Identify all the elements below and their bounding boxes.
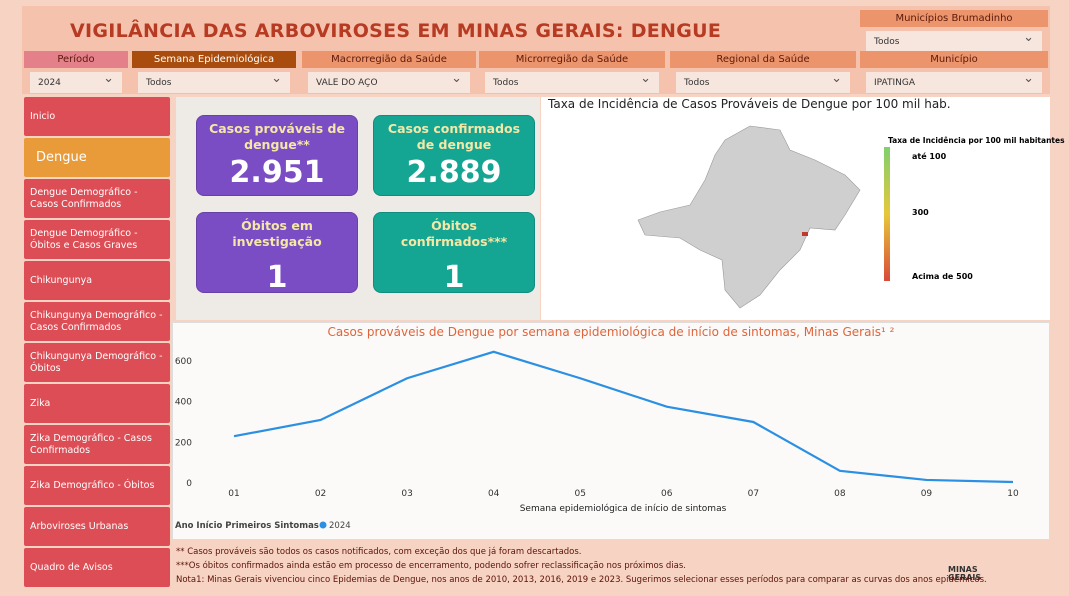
- filter-dropdown[interactable]: Todos: [676, 68, 850, 94]
- legend-label: 300: [912, 208, 929, 217]
- x-tick-label: 04: [488, 489, 500, 499]
- nav-button[interactable]: Dengue Demográfico - Óbitos e Casos Grav…: [24, 220, 170, 259]
- kpi-value: 1: [443, 260, 465, 295]
- legend-gradient: [884, 147, 890, 281]
- filter-label: Municípios Brumadinho: [860, 10, 1048, 27]
- y-tick-label: 400: [175, 398, 192, 408]
- filter-label: Município: [860, 51, 1048, 68]
- kpi-label: Óbitos em investigação: [232, 218, 322, 249]
- filter-label: Período: [24, 51, 128, 68]
- footnote: ***Os óbitos confirmados ainda estão em …: [176, 561, 686, 571]
- nav-button[interactable]: Chikungunya: [24, 261, 170, 300]
- nav-button[interactable]: Zika: [24, 384, 170, 423]
- nav-button[interactable]: Chikungunya Demográfico - Casos Confirma…: [24, 302, 170, 341]
- footnote: Nota1: Minas Gerais vivenciou cinco Epid…: [176, 575, 987, 585]
- legend-label: até 100: [912, 152, 947, 161]
- y-tick-label: 0: [186, 479, 192, 489]
- chart-panel: [172, 322, 1050, 540]
- legend-marker: [319, 521, 327, 529]
- legend-title: Taxa de Incidência por 100 mil habitante…: [888, 136, 1065, 145]
- x-tick-label: 06: [661, 489, 673, 499]
- line-series: [233, 350, 1014, 484]
- filter-dropdown[interactable]: VALE DO AÇO: [308, 68, 470, 94]
- x-tick-label: 07: [748, 489, 759, 499]
- nav-button[interactable]: Chikungunya Demográfico - Óbitos: [24, 343, 170, 382]
- nav-button[interactable]: Arboviroses Urbanas: [24, 507, 170, 546]
- filter-label: Semana Epidemiológica: [132, 51, 296, 68]
- nav-button[interactable]: Dengue Demográfico - Casos Confirmados: [24, 179, 170, 218]
- kpi-value: 2.889: [406, 155, 502, 190]
- nav-button[interactable]: Dengue: [24, 138, 170, 177]
- x-tick-label: 03: [401, 489, 412, 499]
- page-title: VIGILÂNCIA DAS ARBOVIROSES EM MINAS GERA…: [70, 20, 722, 42]
- y-tick-label: 200: [175, 438, 192, 448]
- filter-dropdown[interactable]: Todos: [485, 68, 659, 94]
- y-tick-label: 600: [175, 357, 192, 367]
- kpi-card: Óbitos confirmados*** 1: [373, 212, 535, 295]
- filter-label: Microrregião da Saúde: [479, 51, 665, 68]
- footnote: ** Casos prováveis são todos os casos no…: [176, 547, 582, 557]
- nav-button[interactable]: Inicio: [24, 97, 170, 136]
- kpi-value: 1: [266, 260, 288, 295]
- kpi-card: Óbitos em investigação 1: [196, 212, 358, 295]
- x-tick-label: 08: [834, 489, 846, 499]
- kpi-value: 2.951: [229, 155, 325, 190]
- legend-title: Ano Início Primeiros Sintomas: [175, 521, 319, 531]
- legend-label: Acima de 500: [912, 272, 973, 281]
- nav-button[interactable]: Zika Demográfico - Óbitos: [24, 466, 170, 505]
- filter-dropdown[interactable]: 2024: [30, 68, 122, 94]
- kpi-label: Casos confirmados de dengue: [387, 121, 521, 152]
- filter-dropdown[interactable]: Todos: [866, 27, 1042, 53]
- chart-title: Casos prováveis de Dengue por semana epi…: [328, 325, 895, 339]
- kpi-card: Casos prováveis de dengue** 2.951: [196, 115, 358, 196]
- x-tick-label: 02: [315, 489, 326, 499]
- x-axis-label: Semana epidemiológica de início de sinto…: [520, 503, 727, 514]
- line-chart: Casos prováveis de Dengue por semana epi…: [175, 325, 1019, 531]
- map-highlight: [802, 232, 808, 236]
- logo: MINAS GERAIS: [948, 565, 982, 582]
- map-shape: [637, 125, 861, 309]
- filter-dropdown[interactable]: IPATINGA: [866, 68, 1042, 94]
- kpi-label: Casos prováveis de dengue**: [209, 121, 345, 152]
- filter-label: Regional da Saúde: [670, 51, 856, 68]
- nav-button[interactable]: Zika Demográfico - Casos Confirmados: [24, 425, 170, 464]
- legend-label: 2024: [329, 521, 351, 531]
- x-tick-label: 01: [228, 489, 239, 499]
- map-title: Taxa de Incidência de Casos Prováveis de…: [548, 97, 951, 111]
- filter-dropdown[interactable]: Todos: [138, 68, 290, 94]
- x-tick-label: 10: [1007, 489, 1019, 499]
- x-tick-label: 05: [574, 489, 585, 499]
- x-tick-label: 09: [921, 489, 933, 499]
- kpi-card: Casos confirmados de dengue 2.889: [373, 115, 535, 196]
- nav-button[interactable]: Quadro de Avisos: [24, 548, 170, 587]
- filter-label: Macrorregião da Saúde: [302, 51, 476, 68]
- kpi-label: Óbitos confirmados***: [400, 218, 508, 249]
- map: [637, 125, 861, 309]
